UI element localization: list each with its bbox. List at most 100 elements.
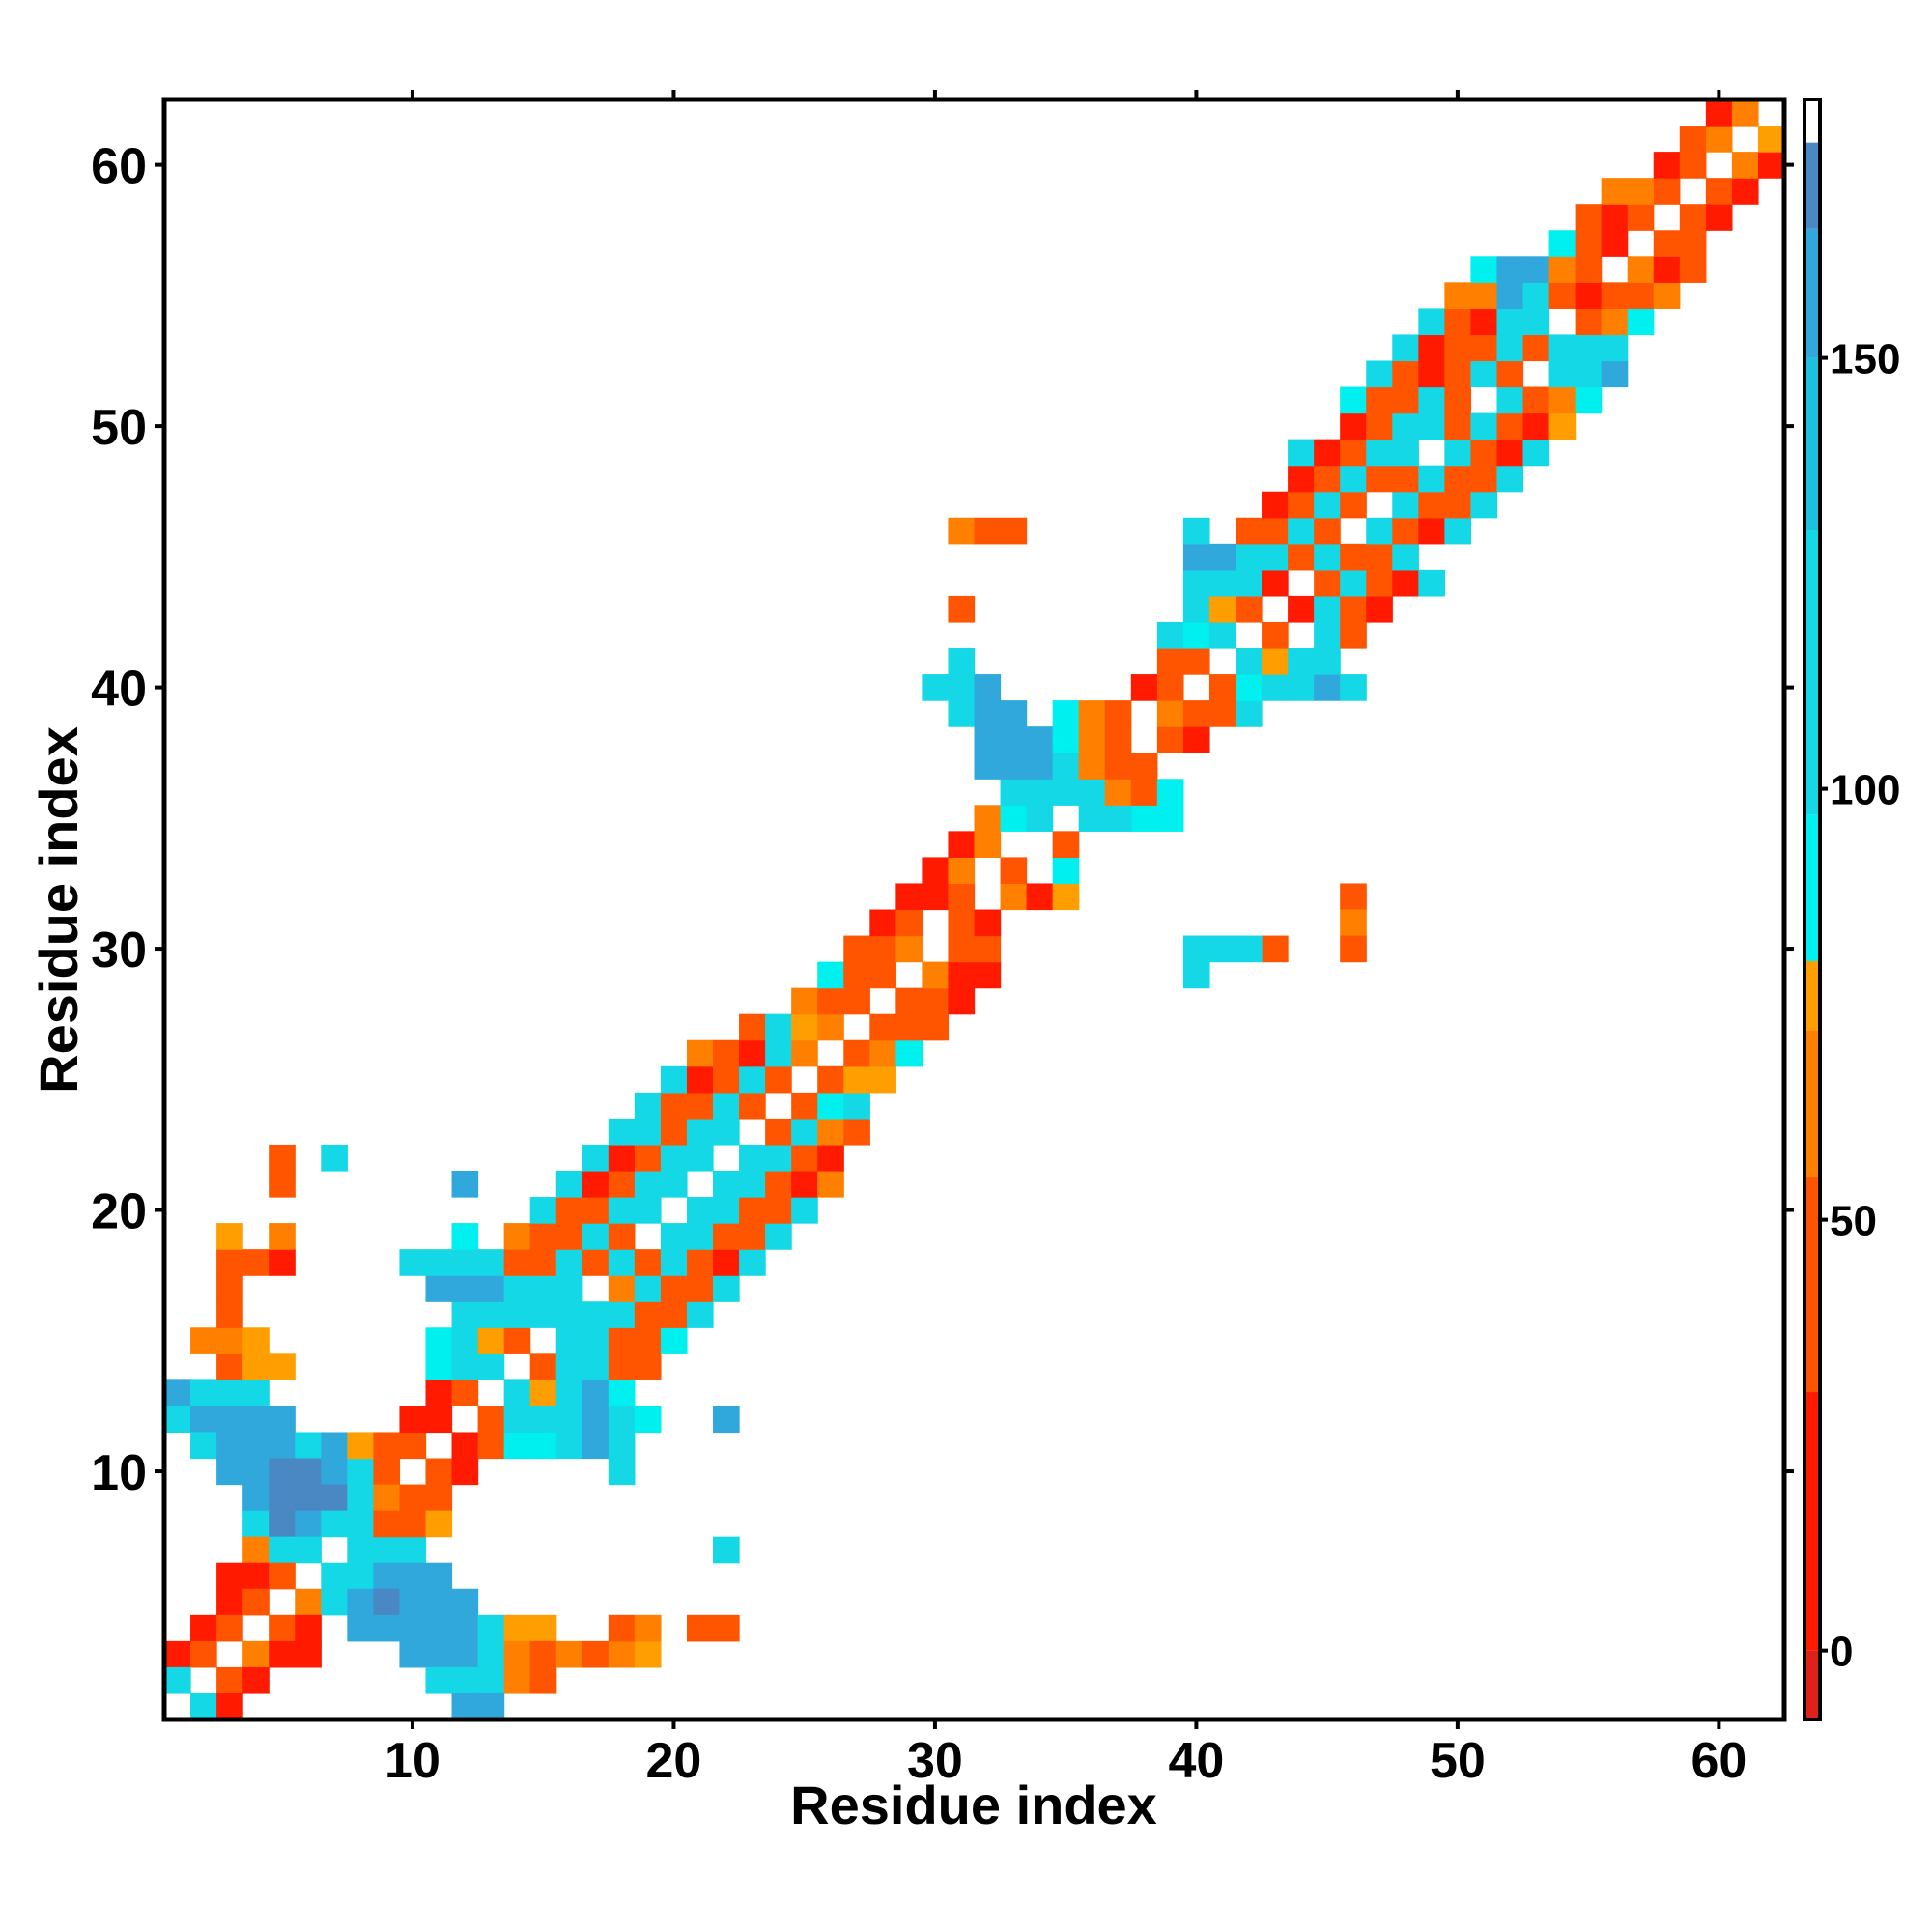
heatmap-cell [1182, 935, 1210, 963]
heatmap-cell [843, 1092, 870, 1120]
heatmap-cell [922, 883, 950, 911]
heatmap-cell [451, 1640, 479, 1668]
heatmap-cell [451, 1301, 479, 1328]
heatmap-cell [295, 1458, 322, 1486]
colorbar-band [1806, 1177, 1818, 1393]
heatmap-cell [425, 1640, 453, 1668]
heatmap-cell [503, 1406, 531, 1434]
heatmap-cell [1627, 178, 1655, 205]
heatmap-cell [477, 1666, 505, 1694]
heatmap-cell [1627, 256, 1655, 283]
heatmap-cell [1026, 883, 1054, 911]
heatmap-cell [503, 1301, 531, 1328]
y-tick-label: 10 [91, 1445, 147, 1501]
heatmap-cell [1575, 230, 1603, 257]
heatmap-cell [190, 1614, 217, 1642]
heatmap-cell [686, 1275, 714, 1302]
heatmap-cell [1156, 674, 1184, 701]
heatmap-cell [817, 1092, 844, 1120]
heatmap-cell [1470, 412, 1498, 440]
heatmap-cell [242, 1640, 270, 1668]
heatmap-cell [1182, 700, 1210, 727]
heatmap-cell [660, 1092, 688, 1120]
x-tick-label: 20 [646, 1733, 702, 1789]
heatmap-cell [242, 1432, 270, 1460]
heatmap-cell [529, 1197, 557, 1224]
heatmap-cell [608, 1353, 636, 1380]
heatmap-cell [1522, 386, 1550, 414]
heatmap-cell [242, 1666, 270, 1694]
heatmap-cell [765, 1144, 792, 1172]
heatmap-cell [1104, 700, 1132, 727]
heatmap-cell [1340, 386, 1367, 414]
heatmap-cell [739, 1170, 766, 1198]
heatmap-cell [451, 1353, 479, 1380]
heatmap-cell [529, 1301, 557, 1328]
heatmap-cell [817, 1118, 844, 1146]
colorbar-band [1806, 357, 1818, 531]
heatmap-cell [1705, 126, 1733, 153]
heatmap-cell [713, 1118, 740, 1146]
heatmap-cell [269, 1484, 296, 1512]
heatmap-cell [922, 987, 950, 1015]
heatmap-cell [399, 1484, 427, 1512]
heatmap-cell [974, 961, 1002, 989]
heatmap-cell [1288, 465, 1315, 493]
colorbar-tick-label: 0 [1830, 1629, 1853, 1676]
heatmap-cell [686, 1614, 714, 1642]
heatmap-cell [1444, 360, 1472, 388]
heatmap-cell [791, 1118, 818, 1146]
heatmap-cell [555, 1432, 583, 1460]
heatmap-cell [529, 1614, 557, 1642]
heatmap-cell [399, 1536, 427, 1564]
heatmap-cell [582, 1223, 610, 1250]
heatmap-cell [216, 1562, 243, 1590]
heatmap-cell [974, 726, 1002, 753]
heatmap-cell [634, 1353, 662, 1380]
heatmap-cell [347, 1432, 374, 1460]
heatmap-cell [216, 1223, 243, 1250]
heatmap-cell [529, 1406, 557, 1434]
heatmap-cell [1182, 961, 1210, 989]
heatmap-cell [634, 1301, 662, 1328]
heatmap-cell [1026, 805, 1054, 832]
heatmap-cell [660, 1118, 688, 1146]
heatmap-cell [1000, 857, 1028, 885]
heatmap-cell [1262, 517, 1289, 545]
heatmap-cell [843, 961, 870, 989]
heatmap-cell [242, 1458, 270, 1486]
heatmap-cell [1575, 386, 1603, 414]
heatmap-cell [948, 909, 976, 937]
heatmap-cell [347, 1614, 374, 1642]
heatmap-cell [1653, 152, 1681, 179]
heatmap-cell [1548, 334, 1577, 362]
heatmap-cell [269, 1536, 296, 1564]
heatmap-cell [164, 1379, 191, 1407]
heatmap-cell [608, 1170, 636, 1198]
heatmap-cell [1653, 256, 1681, 283]
heatmap-cell [765, 1118, 792, 1146]
heatmap-cell [582, 1301, 610, 1328]
heatmap-cell [1000, 883, 1028, 911]
heatmap-cell [948, 935, 976, 963]
heatmap-cell [1444, 517, 1472, 545]
heatmap-cell [425, 1588, 453, 1616]
heatmap-cell [425, 1484, 453, 1512]
heatmap-cell [1444, 412, 1472, 440]
heatmap-cell [948, 987, 976, 1015]
heatmap-cell [686, 1144, 714, 1172]
heatmap-cell [895, 883, 923, 911]
heatmap-cell [399, 1588, 427, 1616]
heatmap-cell [948, 831, 976, 858]
heatmap-cell [216, 1614, 243, 1642]
heatmap-cell [321, 1562, 348, 1590]
heatmap-cell [1182, 569, 1210, 597]
heatmap-cell [1548, 360, 1577, 388]
heatmap-cell [242, 1562, 270, 1590]
heatmap-cell [1575, 256, 1603, 283]
heatmap-cell [791, 1092, 818, 1120]
heatmap-cell [1366, 569, 1393, 597]
heatmap-cell [1366, 517, 1393, 545]
heatmap-cell [190, 1327, 217, 1354]
heatmap-cell [1052, 726, 1080, 753]
